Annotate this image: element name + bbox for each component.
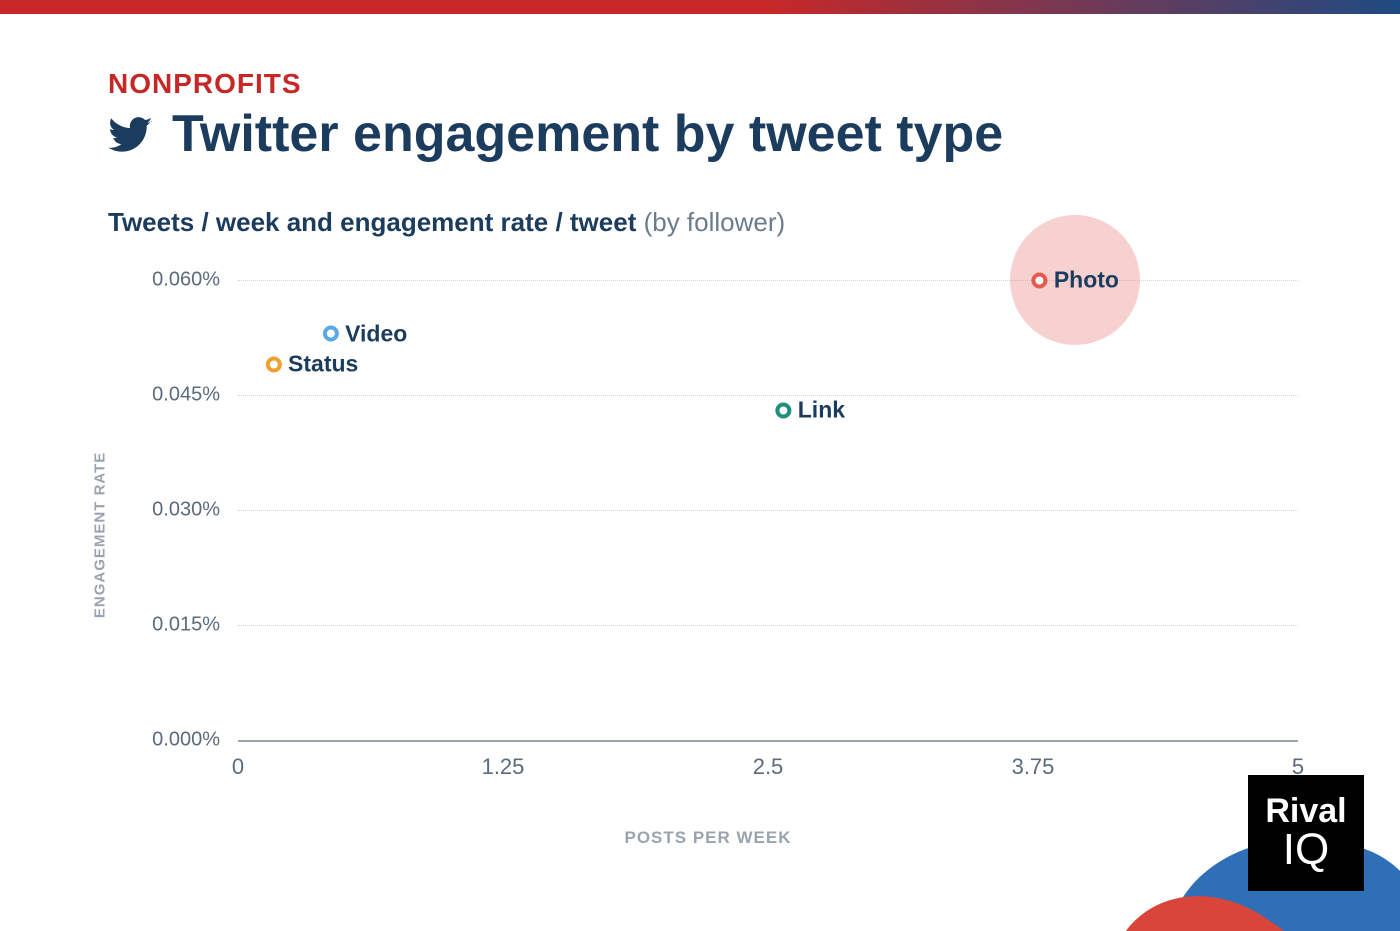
chart-container: ENGAGEMENT RATE 0.000%0.015%0.030%0.045%… — [108, 280, 1308, 800]
brand-logo: Rival IQ — [1248, 775, 1364, 891]
x-tick-label: 0 — [232, 754, 244, 780]
y-tick-label: 0.045% — [152, 384, 220, 407]
y-tick-label: 0.030% — [152, 499, 220, 522]
y-gridline — [238, 625, 1298, 626]
point-marker — [266, 356, 282, 372]
subtitle-bold: Tweets / week and engagement rate / twee… — [108, 207, 636, 237]
x-tick-label: 1.25 — [482, 754, 525, 780]
data-point: Photo — [1032, 267, 1119, 294]
y-gridline — [238, 740, 1298, 742]
top-accent-bar — [0, 0, 1400, 14]
point-marker — [1032, 272, 1048, 288]
y-tick-label: 0.060% — [152, 269, 220, 292]
x-tick-label: 3.75 — [1012, 754, 1055, 780]
y-tick-label: 0.015% — [152, 614, 220, 637]
logo-line2: IQ — [1283, 828, 1329, 872]
point-label: Link — [798, 397, 845, 424]
slide-frame: NONPROFITS Twitter engagement by tweet t… — [0, 0, 1400, 931]
twitter-icon — [108, 112, 154, 158]
y-axis-title: ENGAGEMENT RATE — [92, 452, 109, 618]
logo-line1: Rival — [1265, 794, 1346, 828]
y-gridline — [238, 510, 1298, 511]
point-marker — [776, 402, 792, 418]
content-area: NONPROFITS Twitter engagement by tweet t… — [108, 68, 1340, 238]
point-label: Photo — [1054, 267, 1119, 294]
y-gridline — [238, 395, 1298, 396]
x-axis-title: POSTS PER WEEK — [624, 828, 791, 848]
data-point: Video — [323, 320, 407, 347]
subtitle-light: (by follower) — [644, 207, 786, 237]
data-point: Link — [776, 397, 845, 424]
page-title: Twitter engagement by tweet type — [172, 106, 1003, 163]
y-tick-label: 0.000% — [152, 729, 220, 752]
plot-area: 0.000%0.015%0.030%0.045%0.060%01.252.53.… — [238, 280, 1298, 740]
x-tick-label: 2.5 — [753, 754, 784, 780]
data-point: Status — [266, 351, 358, 378]
point-marker — [323, 326, 339, 342]
chart-subtitle: Tweets / week and engagement rate / twee… — [108, 207, 1340, 238]
point-label: Status — [288, 351, 358, 378]
title-row: Twitter engagement by tweet type — [108, 106, 1340, 163]
eyebrow-label: NONPROFITS — [108, 68, 1340, 100]
point-label: Video — [345, 320, 407, 347]
